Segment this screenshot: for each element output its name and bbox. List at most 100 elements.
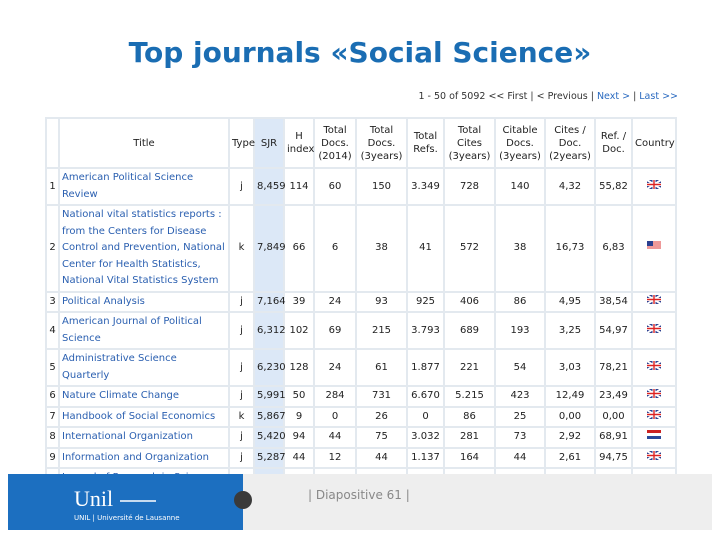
cell: 12,49 (544, 385, 596, 408)
cell: 0 (406, 405, 445, 428)
table-row: 2 National vital statistics reports : fro… (45, 204, 677, 293)
journal-title: Political Analysis (58, 290, 230, 313)
cell: 2 (45, 204, 60, 293)
cell: 9 (45, 446, 60, 469)
table-row: 4 American Journal of Political Science j 6… (45, 311, 677, 350)
table-row: 7 Handbook of Social Economics k 5,867 9 0 26 0… (45, 405, 677, 428)
country-flag (631, 385, 677, 408)
pagination-item: | (590, 91, 594, 102)
cell: 12 (313, 446, 357, 469)
column-header: H index (283, 117, 315, 169)
cell: 150 (355, 167, 408, 206)
column-header: SJR (253, 117, 285, 169)
cell: j (228, 348, 255, 387)
cell: 7,164 (253, 290, 286, 313)
slide-title: Top journals «Social Science» (128, 36, 592, 69)
cell: 94 (283, 426, 315, 449)
table-row: 8 International Organization j 5,420 94 44 75 3… (45, 426, 677, 449)
country-flag (631, 167, 677, 206)
country-flag (631, 426, 677, 449)
table-row: 6 Nature Climate Change j 5,991 50 284 731 6.67… (45, 385, 677, 408)
cell: 86 (443, 405, 496, 428)
pagination-item: Next > (596, 91, 631, 102)
cell: 221 (443, 348, 496, 387)
cell: 3.032 (406, 426, 445, 449)
cell: 7 (45, 405, 60, 428)
cell: 3,03 (544, 348, 596, 387)
cell: 281 (443, 426, 496, 449)
bullet (234, 491, 252, 509)
cell: 114 (283, 167, 315, 206)
cell: 60 (313, 167, 357, 206)
cell: j (228, 385, 255, 408)
cell: 55,82 (594, 167, 633, 206)
cell: 5.215 (443, 385, 496, 408)
cell: 6,312 (253, 311, 286, 350)
pagination-item: | (530, 91, 534, 102)
cell: 93 (355, 290, 408, 313)
column-header: Ref. / Doc. (594, 117, 633, 169)
cell: 0,00 (594, 405, 633, 428)
column-header: Title (58, 117, 230, 169)
table-row: 5 Administrative Science Quarterly j 6,230 1… (45, 348, 677, 387)
country-flag (631, 290, 677, 313)
cell: 44 (494, 446, 546, 469)
column-header: Type (228, 117, 255, 169)
cell: 193 (494, 311, 546, 350)
cell: 75 (355, 426, 408, 449)
cell: 23,49 (594, 385, 633, 408)
pagination-item: Last >> (639, 91, 678, 102)
country-flag (631, 204, 677, 293)
cell: 8,459 (253, 167, 286, 206)
column-header: Total Docs. (2014) (313, 117, 357, 169)
cell: 69 (313, 311, 357, 350)
cell: 0 (313, 405, 357, 428)
cell: 140 (494, 167, 546, 206)
cell: 4 (45, 311, 60, 350)
cell: 4,32 (544, 167, 596, 206)
column-header: Citable Docs. (3years) (494, 117, 546, 169)
header-row: Title Type SJR H index Total Docs. (2014) Tot… (45, 117, 677, 169)
cell: j (228, 426, 255, 449)
cell: 38 (355, 204, 408, 293)
cell: 728 (443, 167, 496, 206)
pagination: 1 - 50 of 5092 << First | < Previous | Next >… (415, 91, 678, 102)
cell: 3.793 (406, 311, 445, 350)
table-row: 9 Information and Organization j 5,287 44 12 4… (45, 446, 677, 469)
country-flag (631, 311, 677, 350)
slide-number: | Diapositive 61 | (308, 488, 410, 502)
cell: 5 (45, 348, 60, 387)
cell: 39 (283, 290, 315, 313)
cell: 24 (313, 348, 357, 387)
cell: 8 (45, 426, 60, 449)
cell: 9 (283, 405, 315, 428)
cell: 164 (443, 446, 496, 469)
cell: 406 (443, 290, 496, 313)
cell: 73 (494, 426, 546, 449)
logo: Unil (74, 486, 113, 511)
country-flag (631, 405, 677, 428)
cell: 6,230 (253, 348, 286, 387)
column-header: Total Docs. (3years) (355, 117, 408, 169)
journal-title: Handbook of Social Economics (58, 405, 230, 428)
cell: 5,420 (253, 426, 286, 449)
cell: 44 (283, 446, 315, 469)
pagination-item: | (633, 91, 637, 102)
cell: k (228, 204, 255, 293)
cell: 6.670 (406, 385, 445, 408)
university: UNIL | Université de Lausanne (74, 514, 180, 522)
cell: 41 (406, 204, 445, 293)
column-header: Cites / Doc. (2years) (544, 117, 596, 169)
cell: 16,73 (544, 204, 596, 293)
cell: 5,991 (253, 385, 286, 408)
cell: 3,25 (544, 311, 596, 350)
cell: 86 (494, 290, 546, 313)
cell: 5,287 (253, 446, 286, 469)
cell: 128 (283, 348, 315, 387)
journal-title: National vital statistics reports : from… (58, 204, 230, 293)
logo-panel (8, 474, 243, 530)
cell: 50 (283, 385, 315, 408)
column-header: Total Cites (3years) (443, 117, 496, 169)
cell: 7,849 (253, 204, 286, 293)
